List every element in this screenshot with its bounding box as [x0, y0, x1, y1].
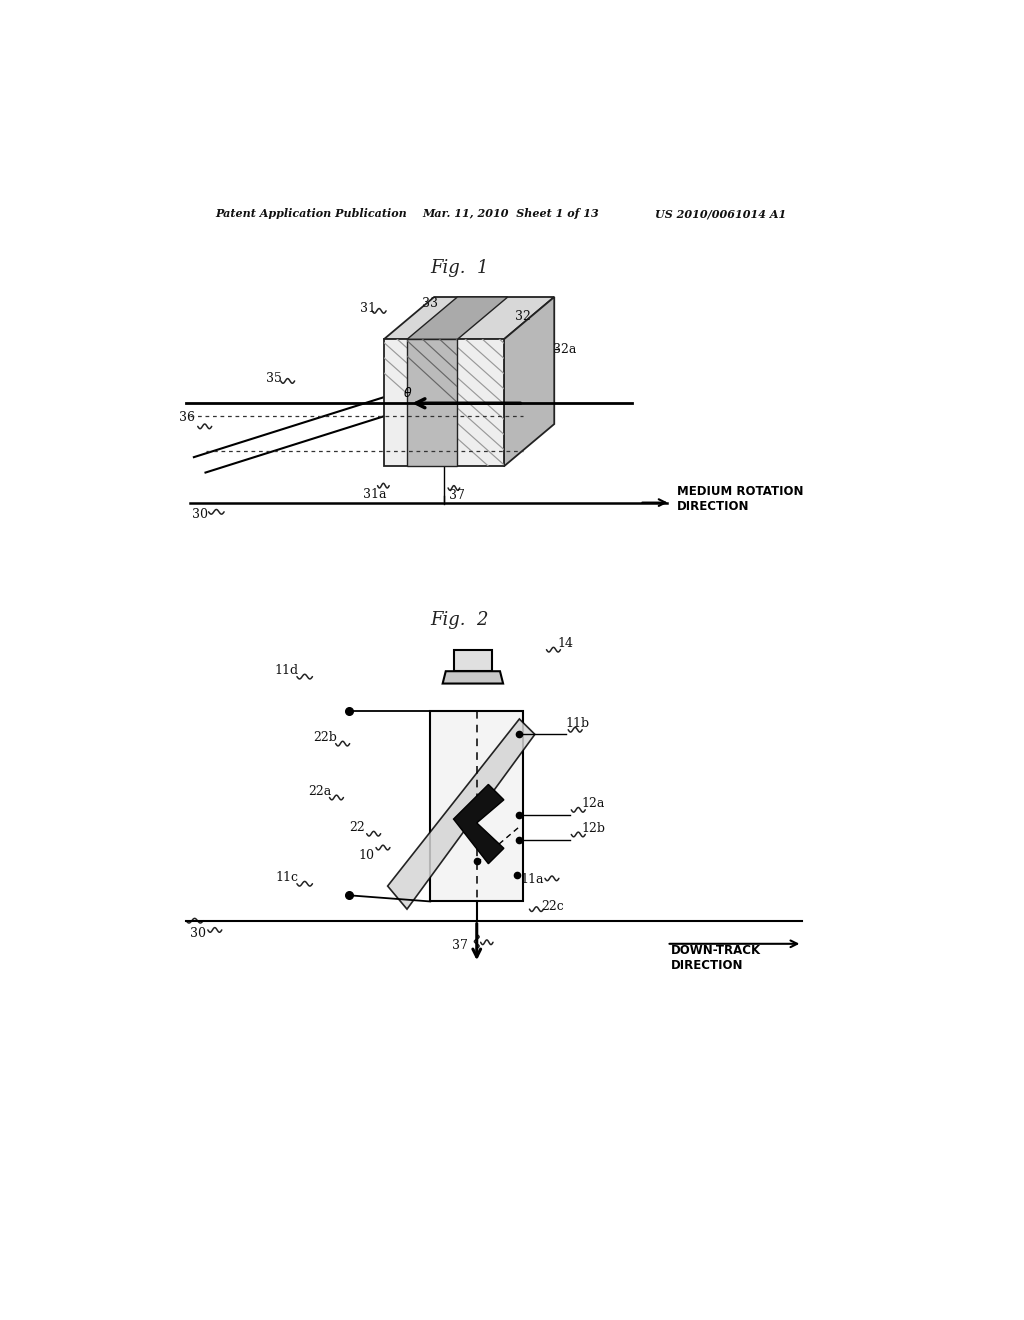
- Text: 22: 22: [349, 821, 366, 834]
- Text: US 2010/0061014 A1: US 2010/0061014 A1: [655, 209, 786, 219]
- Text: Mar. 11, 2010  Sheet 1 of 13: Mar. 11, 2010 Sheet 1 of 13: [423, 209, 599, 219]
- Text: 32a: 32a: [553, 343, 577, 356]
- Text: 31: 31: [360, 302, 376, 315]
- Text: Fig.  1: Fig. 1: [430, 259, 488, 277]
- Polygon shape: [504, 297, 554, 466]
- Text: 11d: 11d: [274, 664, 299, 677]
- Polygon shape: [384, 339, 504, 466]
- Text: 14: 14: [558, 638, 573, 649]
- Text: 22a: 22a: [308, 785, 331, 797]
- Text: 33: 33: [422, 297, 438, 310]
- Text: 31a: 31a: [362, 487, 386, 500]
- Text: Patent Application Publication: Patent Application Publication: [215, 209, 407, 219]
- Text: MEDIUM ROTATION
DIRECTION: MEDIUM ROTATION DIRECTION: [677, 484, 803, 512]
- Text: 35: 35: [266, 372, 282, 385]
- Polygon shape: [442, 671, 503, 684]
- Text: 12a: 12a: [582, 797, 605, 810]
- Text: 11c: 11c: [275, 871, 298, 884]
- Text: 37: 37: [450, 490, 465, 502]
- Bar: [454, 649, 493, 671]
- Text: 32: 32: [515, 310, 531, 323]
- Text: 22b: 22b: [313, 731, 338, 744]
- Polygon shape: [407, 339, 458, 466]
- Polygon shape: [454, 784, 504, 863]
- Text: Fig.  2: Fig. 2: [430, 611, 488, 630]
- Text: 11a: 11a: [521, 874, 545, 887]
- Text: 11b: 11b: [565, 717, 590, 730]
- Text: DOWN-TRACK
DIRECTION: DOWN-TRACK DIRECTION: [671, 944, 761, 972]
- Text: 12b: 12b: [581, 822, 605, 834]
- Text: 30: 30: [193, 508, 208, 520]
- Polygon shape: [407, 297, 508, 339]
- Text: 30: 30: [189, 927, 206, 940]
- Text: 36: 36: [179, 411, 195, 424]
- Text: $\theta$: $\theta$: [403, 385, 413, 400]
- Polygon shape: [388, 719, 535, 909]
- Text: 10: 10: [358, 849, 375, 862]
- Bar: [430, 711, 523, 902]
- Text: 22c: 22c: [542, 900, 564, 913]
- Text: 37: 37: [452, 939, 468, 952]
- Polygon shape: [384, 297, 554, 339]
